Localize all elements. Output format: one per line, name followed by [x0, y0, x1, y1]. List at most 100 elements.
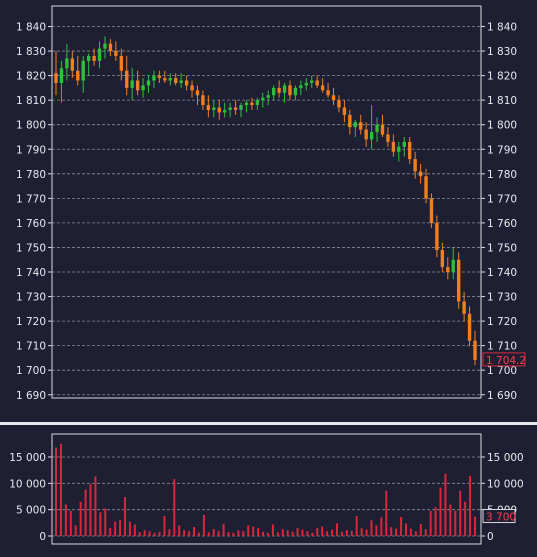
volume-bar — [202, 514, 205, 536]
y-tick-label: 10 000 — [487, 478, 524, 490]
y-tick-label: 1 790 — [487, 144, 517, 156]
volume-bar — [158, 531, 161, 536]
volume-bar — [148, 531, 151, 536]
candle — [337, 95, 341, 113]
candle — [217, 100, 221, 120]
candle-body — [397, 146, 401, 152]
y-tick-label: 1 820 — [16, 71, 46, 83]
volume-bar — [138, 532, 141, 536]
candle — [114, 41, 118, 61]
volume-bar — [163, 515, 166, 536]
y-tick-label: 1 720 — [16, 316, 46, 328]
candle — [359, 114, 363, 135]
candle-body — [271, 87, 276, 96]
candle-body — [212, 107, 216, 110]
last-volume-box — [482, 509, 516, 524]
volume-bar — [301, 529, 304, 536]
candle-body — [233, 107, 238, 110]
candle — [212, 100, 216, 118]
volume-bar — [331, 529, 334, 536]
volume-bar — [464, 501, 467, 536]
volume-bar — [380, 517, 383, 536]
candle-body — [217, 107, 221, 113]
volume-bar — [237, 530, 240, 536]
candle-body — [331, 95, 336, 101]
y-tick-label: 1 810 — [16, 95, 46, 107]
y-tick-label: 1 730 — [16, 292, 46, 304]
candle — [239, 102, 243, 118]
volume-bar — [153, 532, 156, 536]
volume-axis-left: 15 000 10 000 5 000 0 — [9, 452, 52, 543]
price-panel — [51, 5, 482, 399]
volume-bar — [173, 479, 176, 536]
volume-bar — [355, 515, 358, 536]
candle — [288, 80, 292, 101]
candle-body — [103, 43, 107, 49]
volume-bar — [395, 528, 398, 536]
volume-bar — [360, 528, 363, 536]
candle — [228, 102, 232, 118]
y-tick-label: 15 000 — [9, 452, 46, 464]
y-tick-label: 1 710 — [487, 341, 517, 353]
candle-body — [424, 176, 428, 199]
candle — [261, 92, 265, 108]
y-tick-label: 1 750 — [487, 242, 517, 254]
candle-body — [473, 340, 477, 360]
candle — [179, 73, 183, 88]
candle-body — [266, 95, 270, 98]
candle — [310, 75, 314, 88]
candle — [375, 117, 379, 142]
price-grid — [52, 26, 481, 396]
volume-bar — [434, 507, 437, 536]
candle-body — [119, 55, 123, 71]
candle-body — [429, 198, 434, 223]
volume-bar — [114, 521, 117, 536]
volume-bar — [222, 523, 225, 536]
candle — [59, 60, 64, 103]
volume-bar — [459, 490, 462, 536]
panel-separator — [0, 422, 537, 425]
candle — [125, 55, 129, 96]
candle — [380, 114, 385, 137]
volume-bar — [340, 531, 343, 536]
candle-body — [168, 78, 172, 81]
volume-panel — [51, 433, 482, 545]
candle-body — [125, 70, 129, 88]
volume-bar — [104, 508, 107, 536]
volume-bar — [409, 528, 412, 536]
volume-bar — [454, 510, 457, 536]
candle-body — [179, 80, 183, 83]
candle-body — [413, 159, 417, 172]
y-tick-label: 1 780 — [487, 169, 517, 181]
volume-bar — [124, 497, 127, 536]
candle-body — [353, 122, 357, 128]
last-volume-label: 3 700 — [486, 512, 516, 524]
candle-body — [391, 141, 396, 152]
candle — [184, 75, 189, 91]
y-tick-label: 0 — [487, 531, 494, 543]
candle-body — [364, 129, 368, 140]
candle — [418, 163, 423, 184]
volume-bar — [197, 532, 200, 536]
volume-bar — [390, 527, 393, 536]
candle — [65, 43, 69, 81]
candle-body — [146, 80, 151, 86]
y-tick-label: 1 740 — [16, 267, 46, 279]
volume-bar — [178, 525, 181, 536]
candle-body — [228, 107, 232, 110]
y-tick-label: 1 840 — [16, 22, 46, 34]
candle-body — [304, 82, 308, 86]
candle — [353, 119, 357, 137]
candle-body — [201, 95, 205, 106]
candle — [348, 109, 352, 135]
volume-bar — [321, 526, 324, 536]
candle — [157, 70, 162, 83]
candle-body — [206, 105, 211, 110]
candle — [271, 85, 276, 101]
volume-bar — [212, 529, 215, 536]
volume-bar — [59, 443, 62, 536]
volume-bar — [469, 475, 472, 536]
candle — [86, 53, 91, 76]
